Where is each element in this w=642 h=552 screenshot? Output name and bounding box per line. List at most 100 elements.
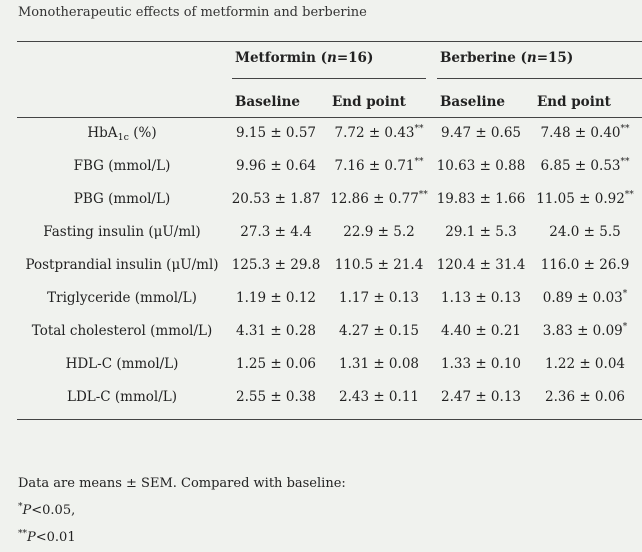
value-cell: 1.31 ± 0.08 [326,356,432,372]
footnote-p001: **P<0.01 [18,529,76,546]
value-cell: 27.3 ± 4.4 [228,224,324,240]
value-text: 1.31 ± 0.08 [338,356,419,372]
row-label: HDL-C (mmol/L) [17,356,227,372]
row-label-text: HDL-C (mmol/L) [65,356,179,372]
value-cell: 12.86 ± 0.77** [326,190,432,208]
value-text: 9.47 ± 0.65 [440,125,521,141]
row-label-text: LDL-C (mmol/L) [66,389,178,405]
footnote-text: <0.05, [31,503,76,518]
value-text: 12.86 ± 0.77 [330,191,419,207]
value-text: 110.5 ± 21.4 [334,257,424,273]
value-text: 1.33 ± 0.10 [440,356,521,372]
value-cell: 1.17 ± 0.13 [326,290,432,306]
value-text: 2.43 ± 0.11 [338,389,419,405]
table-row: LDL-C (mmol/L) 2.55 ± 0.38 2.43 ± 0.11 2.47… [0,389,642,415]
value-cell: 9.47 ± 0.65 [432,125,530,141]
value-cell: 1.25 ± 0.06 [228,356,324,372]
value-cell: 7.48 ± 0.40** [530,124,640,142]
value-cell: 110.5 ± 21.4 [326,257,432,273]
footnote-symbol: ** [18,529,27,539]
group-rule-metformin [232,78,426,79]
significance-mark: ** [620,157,630,167]
value-text: 19.83 ± 1.66 [436,191,526,207]
value-cell: 29.1 ± 5.3 [432,224,530,240]
value-text: 24.0 ± 5.5 [549,224,621,240]
value-text: 11.05 ± 0.92 [536,191,625,207]
value-cell: 11.05 ± 0.92** [530,190,640,208]
value-cell: 2.47 ± 0.13 [432,389,530,405]
value-cell: 125.3 ± 29.8 [228,257,324,273]
row-label-subscript: 1c [117,132,129,143]
table-row: Fasting insulin (μU/ml) 27.3 ± 4.4 22.9 ± … [0,224,642,250]
group-n-value: =15 [536,50,567,66]
value-text: 20.53 ± 1.87 [231,191,321,207]
group-header-metformin: Metformin (n=16) [235,50,374,66]
value-cell: 6.85 ± 0.53** [530,157,640,175]
value-cell: 2.36 ± 0.06 [530,389,640,405]
value-cell: 3.83 ± 0.09* [530,322,640,340]
value-cell: 22.9 ± 5.2 [326,224,432,240]
group-header-berberine: Berberine (n=15) [440,50,574,66]
significance-mark: * [622,322,628,332]
value-cell: 120.4 ± 31.4 [432,257,530,273]
table-caption: Monotherapeutic effects of metformin and… [18,5,367,20]
row-label: Fasting insulin (μU/ml) [17,224,227,240]
value-text: 1.17 ± 0.13 [338,290,419,306]
significance-mark: ** [620,124,630,134]
row-label: Triglyceride (mmol/L) [17,290,227,306]
value-text: 4.31 ± 0.28 [235,323,316,339]
value-text: 7.72 ± 0.43 [334,125,415,141]
footnote-symbol: * [18,502,23,512]
table-top-rule [17,41,642,42]
value-text: 3.83 ± 0.09 [542,323,623,339]
value-cell: 10.63 ± 0.88 [432,158,530,174]
row-label-text: Triglyceride (mmol/L) [47,290,197,306]
value-text: 116.0 ± 26.9 [540,257,630,273]
value-cell: 9.15 ± 0.57 [228,125,324,141]
value-text: 4.27 ± 0.15 [338,323,419,339]
value-text: 125.3 ± 29.8 [231,257,321,273]
value-cell: 0.89 ± 0.03* [530,290,640,307]
value-text: 2.55 ± 0.38 [235,389,316,405]
subheader-baseline: Baseline [440,94,506,110]
value-text: 10.63 ± 0.88 [436,158,526,174]
row-label-text: FBG (mmol/L) [73,158,171,174]
row-label-unit: (%) [128,125,157,141]
footnote-text: <0.01 [35,530,76,545]
row-label-text: Postprandial insulin (μU/ml) [25,257,219,273]
subheader-baseline: Baseline [235,94,301,110]
value-cell: 2.55 ± 0.38 [228,389,324,405]
value-text: 27.3 ± 4.4 [240,224,312,240]
value-text: 4.40 ± 0.21 [440,323,521,339]
row-label: Total cholesterol (mmol/L) [17,323,227,339]
value-text: 6.85 ± 0.53 [540,158,621,174]
significance-mark: ** [624,190,634,200]
footnote-p005: *P<0.05, [18,502,76,519]
row-label-text: Fasting insulin (μU/ml) [43,224,201,240]
subheader-end-point: End point [537,94,611,110]
value-text: 22.9 ± 5.2 [343,224,415,240]
value-text: 7.48 ± 0.40 [540,125,621,141]
value-cell: 20.53 ± 1.87 [228,191,324,207]
row-label-text: Total cholesterol (mmol/L) [31,323,213,339]
value-cell: 4.40 ± 0.21 [432,323,530,339]
footnote-p: P [27,530,36,545]
value-cell: 7.72 ± 0.43** [326,125,432,142]
value-text: 1.22 ± 0.04 [544,356,625,372]
value-cell: 1.22 ± 0.04 [530,356,640,372]
row-label-text: PBG (mmol/L) [73,191,171,207]
table-row: HbA1c (%) 9.15 ± 0.57 7.72 ± 0.43** 9.47 ± … [0,125,642,151]
group-n-value: =16 [336,50,367,66]
subheader-end-point: End point [332,94,406,110]
value-cell: 4.31 ± 0.28 [228,323,324,339]
table-header-rule [17,117,642,118]
value-cell: 24.0 ± 5.5 [530,224,640,240]
significance-mark: ** [418,190,428,200]
value-cell: 9.96 ± 0.64 [228,158,324,174]
value-cell: 4.27 ± 0.15 [326,323,432,339]
row-label-text: HbA [87,125,118,141]
footnote-intro: Data are means ± SEM. Compared with base… [18,476,346,491]
group-name: Berberine [440,50,516,66]
value-text: 9.15 ± 0.57 [235,125,316,141]
row-label: LDL-C (mmol/L) [17,389,227,405]
